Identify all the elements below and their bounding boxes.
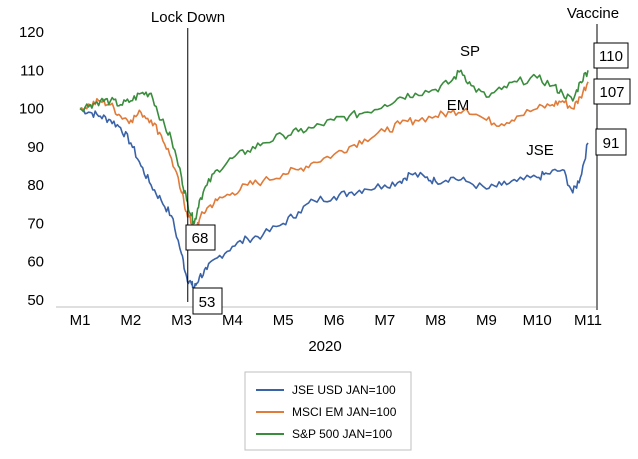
em-low-value-label: 68 [192, 230, 209, 247]
legend-label: MSCI EM JAN=100 [292, 405, 397, 419]
jse-value-label: 91 [603, 135, 620, 152]
lockdown-annotation: Lock Down [151, 9, 225, 26]
series-line-sp [79, 69, 589, 225]
jse-low-value-box: 53 [192, 287, 223, 315]
jse-low-value-label: 53 [199, 294, 216, 311]
x-tick-label: M1 [70, 312, 91, 329]
em-value-box: 107 [593, 78, 631, 105]
legend-label: JSE USD JAN=100 [292, 383, 396, 397]
y-tick-label: 90 [27, 139, 44, 156]
y-axis-ticks: 50 60 70 80 90 100 110 120 [19, 24, 44, 309]
y-tick-label: 70 [27, 215, 44, 232]
series-line-em [79, 81, 589, 232]
vaccine-annotation: Vaccine [567, 5, 619, 22]
y-tick-label: 80 [27, 177, 44, 194]
legend-label: S&P 500 JAN=100 [292, 427, 393, 441]
y-tick-label: 60 [27, 254, 44, 271]
x-tick-label: M8 [425, 312, 446, 329]
x-tick-label: M4 [222, 312, 243, 329]
series-lines [79, 69, 589, 290]
legend: JSE USD JAN=100 MSCI EM JAN=100 S&P 500 JA… [244, 371, 412, 451]
x-tick-label: M11 [574, 312, 602, 329]
jse-series-label: JSE [526, 142, 554, 159]
legend-items: JSE USD JAN=100 MSCI EM JAN=100 S&P 500 JA… [256, 383, 397, 441]
series-line-jse [79, 107, 589, 290]
y-tick-label: 50 [27, 292, 44, 309]
jse-value-box: 91 [595, 128, 627, 156]
x-tick-label: M6 [324, 312, 345, 329]
sp-value-box: 110 [593, 42, 629, 69]
y-tick-label: 120 [19, 24, 44, 41]
em-value-label: 107 [599, 84, 624, 101]
x-tick-label: M7 [374, 312, 395, 329]
em-series-label: EM [447, 97, 470, 114]
x-axis-ticks: M1 M2 M3 M4 M5 M6 M7 M8 M9 M10 M11 [70, 312, 602, 329]
sp-value-label: 110 [599, 48, 623, 65]
sp-series-label: SP [460, 43, 480, 60]
x-axis-title: 2020 [308, 338, 341, 355]
y-tick-label: 110 [20, 62, 44, 79]
x-tick-label: M10 [523, 312, 552, 329]
x-tick-label: M2 [120, 312, 141, 329]
x-tick-label: M9 [476, 312, 497, 329]
x-tick-label: M5 [273, 312, 294, 329]
y-tick-label: 100 [19, 101, 44, 118]
em-low-value-box: 68 [185, 224, 216, 251]
x-tick-label: M3 [171, 312, 192, 329]
